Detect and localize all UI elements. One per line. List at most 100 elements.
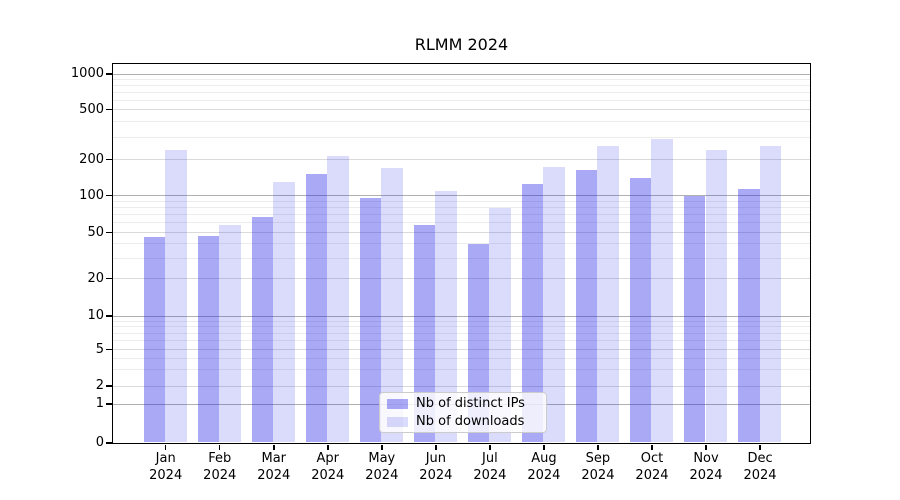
- y-tick-label: 200: [79, 151, 104, 167]
- x-tick-label: May 2024: [365, 451, 399, 483]
- y-tick-label: 500: [79, 101, 104, 117]
- gridline-minor: [112, 91, 810, 93]
- legend: Nb of distinct IPs Nb of downloads: [379, 392, 547, 433]
- bar-nov-2024-downloads: [705, 150, 728, 443]
- x-tick-label: Jan 2024: [149, 451, 183, 483]
- x-tick: [435, 444, 437, 450]
- bar-jan-2024-distinct-ips: [143, 237, 166, 443]
- bar-jan-2024-downloads: [165, 149, 187, 443]
- x-tick: [164, 444, 167, 450]
- bar-sep-2024-distinct-ips: [575, 169, 598, 443]
- x-tick-label: Apr 2024: [311, 451, 345, 483]
- x-tick: [273, 444, 275, 450]
- x-tick-label: Nov 2024: [689, 451, 723, 483]
- gridline-minor: [112, 326, 810, 328]
- gridline: [112, 385, 810, 387]
- x-tick: [543, 444, 545, 450]
- y-tick-label: 10: [87, 308, 104, 323]
- gridline-minor: [112, 340, 810, 342]
- bar-jun-2024-downloads: [435, 191, 457, 443]
- legend-item-distinct-ips: Nb of distinct IPs: [380, 395, 546, 411]
- bar-oct-2024-downloads: [651, 139, 674, 443]
- y-tick: [105, 442, 112, 444]
- bar-mar-2024-distinct-ips: [251, 217, 274, 443]
- gridline-minor: [112, 200, 810, 202]
- y-tick-label: 0: [95, 435, 104, 450]
- legend-swatch-downloads: [387, 416, 408, 427]
- legend-label-downloads: Nb of downloads: [416, 413, 525, 429]
- bar-may-2024-downloads: [381, 168, 403, 443]
- x-tick: [381, 444, 383, 450]
- bar-mar-2024-downloads: [273, 182, 295, 443]
- gridline-minor: [112, 320, 810, 322]
- x-tick-label: Dec 2024: [743, 451, 777, 483]
- bar-jul-2024-downloads: [489, 208, 511, 443]
- gridline-minor: [112, 222, 810, 224]
- gridline-minor: [112, 332, 810, 334]
- bar-dec-2024-downloads: [759, 146, 782, 443]
- y-tick-label: 100: [79, 187, 104, 203]
- bar-feb-2024-downloads: [219, 225, 241, 443]
- x-tick-label: Jun 2024: [419, 451, 453, 483]
- gridline-minor: [112, 243, 810, 245]
- x-tick: [759, 444, 761, 450]
- bar-feb-2024-distinct-ips: [197, 236, 220, 443]
- gridline-minor: [112, 369, 810, 371]
- gridline-minor: [112, 357, 810, 359]
- bar-aug-2024-downloads: [543, 166, 565, 443]
- x-tick-label: Oct 2024: [635, 451, 669, 483]
- x-tick-label: Sep 2024: [581, 451, 615, 483]
- legend-swatch-distinct-ips: [387, 398, 408, 409]
- bar-apr-2024-downloads: [327, 155, 349, 443]
- y-tick: [105, 315, 112, 317]
- bar-nov-2024-distinct-ips: [683, 195, 706, 443]
- x-tick: [489, 444, 491, 450]
- gridline-minor: [112, 121, 810, 123]
- y-tick: [105, 194, 112, 197]
- chart-title: RLMM 2024: [414, 35, 509, 54]
- bar-dec-2024-distinct-ips: [737, 188, 760, 443]
- y-tick-label: 50: [87, 224, 104, 240]
- gridline: [112, 159, 810, 161]
- gridline-major: [112, 315, 810, 317]
- y-tick: [105, 231, 112, 234]
- gridline-major: [112, 73, 810, 75]
- x-tick: [218, 444, 221, 450]
- y-tick-label: 2: [95, 378, 104, 393]
- gridline: [112, 232, 810, 233]
- x-tick-label: Jul 2024: [473, 451, 507, 483]
- legend-item-downloads: Nb of downloads: [380, 413, 546, 429]
- y-tick-label: 5: [95, 341, 104, 357]
- bar-may-2024-distinct-ips: [359, 197, 382, 443]
- plot-area: [111, 62, 811, 444]
- x-tick-label: Aug 2024: [527, 451, 561, 483]
- bar-jun-2024-distinct-ips: [413, 225, 436, 443]
- bar-sep-2024-downloads: [597, 145, 620, 443]
- x-tick: [651, 444, 653, 450]
- gridline-minor: [112, 214, 810, 216]
- gridline-minor: [112, 137, 810, 139]
- gridline-minor: [112, 99, 810, 101]
- y-tick-label: 1: [95, 396, 104, 411]
- y-tick: [105, 73, 112, 75]
- gridline-minor: [112, 206, 810, 208]
- y-tick-label: 20: [87, 270, 104, 286]
- x-tick: [597, 444, 599, 450]
- y-tick: [105, 348, 112, 351]
- gridline: [112, 349, 810, 350]
- x-tick-label: Feb 2024: [203, 451, 237, 483]
- x-tick: [327, 444, 329, 450]
- y-tick: [105, 277, 112, 280]
- gridline-minor: [112, 78, 810, 80]
- bar-oct-2024-distinct-ips: [629, 177, 652, 443]
- bar-aug-2024-distinct-ips: [521, 183, 544, 443]
- gridline-minor: [112, 84, 810, 86]
- bar-apr-2024-distinct-ips: [305, 174, 328, 443]
- y-tick-label: 1000: [70, 66, 104, 81]
- legend-label-distinct-ips: Nb of distinct IPs: [416, 395, 525, 411]
- x-tick-label: Mar 2024: [257, 451, 291, 483]
- y-tick: [105, 108, 112, 111]
- gridline: [112, 109, 810, 111]
- y-tick: [105, 158, 112, 161]
